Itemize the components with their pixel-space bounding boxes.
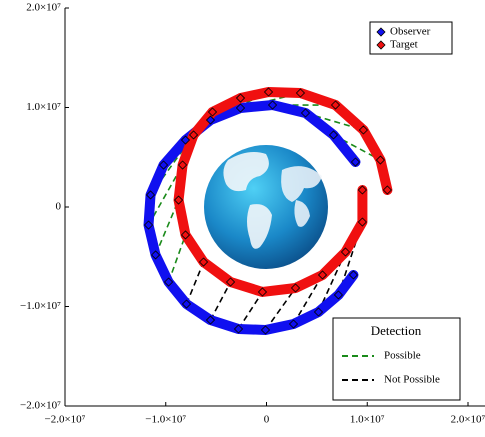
x-tick-label: −2.0×10⁷	[45, 414, 86, 426]
orbit-marker	[188, 130, 199, 140]
legend-marker	[376, 40, 386, 50]
orbit-marker	[260, 325, 271, 335]
legend-box	[369, 21, 453, 55]
legend-label: Observer	[390, 26, 431, 38]
y-tick-label: −2.0×10⁷	[20, 400, 61, 412]
orbit-marker	[375, 155, 386, 165]
legend-box	[332, 317, 461, 401]
detection-line	[264, 287, 297, 331]
detection-line	[237, 291, 264, 330]
orbit-marker	[178, 160, 188, 170]
y-tick-label: 0	[56, 201, 62, 213]
orbit-marker	[235, 93, 246, 103]
orbit-line	[173, 86, 393, 297]
orbit-marker	[290, 283, 301, 293]
orbit-marker	[233, 324, 244, 334]
x-tick-label: 2.0×10⁷	[451, 414, 485, 426]
orbit-marker	[235, 103, 246, 113]
orbit-marker	[173, 195, 184, 205]
legend-label: Target	[390, 39, 418, 51]
orbit-marker	[382, 185, 392, 195]
orbit-marker	[357, 217, 367, 227]
detection-legend: Detection Possible Not Possible	[332, 317, 461, 401]
orbit-marker	[205, 115, 216, 125]
orbit-marker	[180, 135, 191, 145]
x-tick-label: −1.0×10⁷	[145, 414, 186, 426]
detection-line	[167, 234, 187, 283]
earth	[204, 145, 328, 269]
orbit-marker	[317, 270, 328, 280]
x-tick-label: 1.0×10⁷	[350, 414, 385, 426]
orbit-marker	[198, 257, 209, 267]
orbit-marker	[151, 250, 161, 260]
legend-label: Not Possible	[384, 374, 440, 386]
plot-area	[143, 86, 393, 335]
legend-label: Possible	[384, 350, 421, 362]
orbit-marker	[330, 100, 341, 110]
orbit-marker	[205, 315, 216, 325]
orbit-marker	[207, 107, 218, 117]
legend-title: Detection	[371, 323, 422, 338]
orbit-marker	[357, 185, 367, 195]
orbit-marker	[358, 125, 368, 135]
legend-marker	[376, 27, 386, 37]
orbit-marker	[288, 319, 299, 329]
orbit-marker	[300, 108, 311, 118]
orbit-marker	[164, 277, 174, 287]
orbit-marker	[158, 160, 169, 170]
orbit-marker	[333, 290, 344, 300]
orbit-marker	[181, 299, 192, 309]
detection-line	[209, 281, 232, 321]
detection-line	[185, 261, 205, 305]
orbit-marker	[350, 157, 361, 167]
x-tick-label: 0	[264, 414, 270, 426]
orbit-marker	[225, 277, 236, 287]
orbit-marker	[340, 247, 351, 257]
y-tick-label: 2.0×10⁷	[26, 2, 61, 14]
orbit-marker	[313, 307, 324, 317]
orbit-marker	[348, 270, 359, 280]
orbit-marker	[263, 87, 274, 97]
orbit-marker	[328, 130, 339, 140]
orbit-marker	[295, 88, 306, 98]
y-tick-label: 1.0×10⁷	[26, 101, 61, 113]
orbit-marker	[143, 220, 154, 230]
orbit-marker	[180, 230, 191, 240]
y-tick-label: −1.0×10⁷	[20, 300, 61, 312]
orbit-marker	[257, 287, 268, 297]
orbit-line	[143, 100, 361, 335]
orbit-marker	[267, 100, 278, 110]
orbit-marker	[145, 190, 156, 200]
